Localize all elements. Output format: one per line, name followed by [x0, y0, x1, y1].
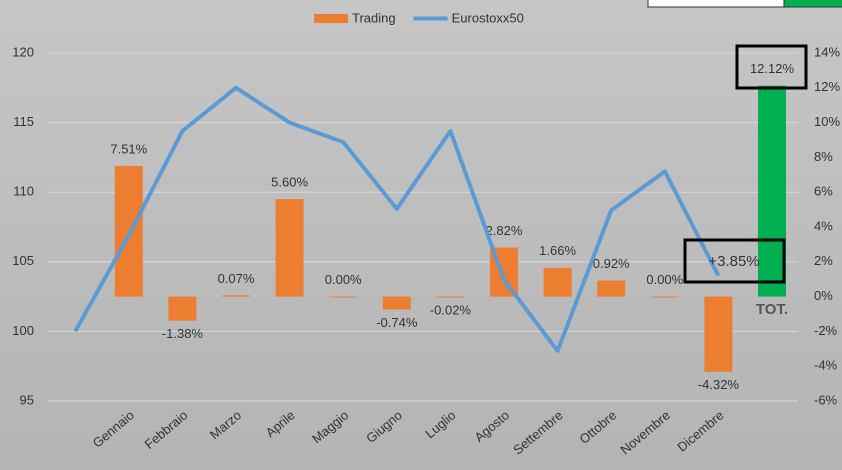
bar	[758, 85, 786, 297]
legend-label: Eurostoxx50	[452, 10, 524, 25]
y-tick-label: 120	[12, 44, 34, 59]
legend-swatch	[314, 14, 348, 23]
y2-tick-label: 10%	[814, 114, 840, 129]
y2-tick-label: 4%	[814, 218, 833, 233]
y2-tick-label: 8%	[814, 149, 833, 164]
data-label: 2.82%	[486, 223, 523, 238]
corner-box	[647, 0, 785, 8]
bar	[275, 199, 304, 297]
bar	[222, 295, 250, 297]
data-label: 0.00%	[325, 272, 362, 287]
data-label: -1.38%	[162, 326, 204, 341]
annotation: +3.85%	[708, 253, 759, 270]
data-label: -4.32%	[698, 377, 740, 392]
x-tick-label: TOT.	[756, 301, 788, 318]
data-label: 1.66%	[539, 243, 576, 258]
y-tick-label: 95	[20, 392, 34, 407]
highlight-box	[683, 238, 786, 284]
y2-tick-label: -6%	[814, 392, 838, 407]
bar	[436, 296, 465, 298]
legend-label: Trading	[352, 10, 396, 25]
y-tick-label: 105	[12, 253, 34, 268]
data-label: -0.02%	[430, 302, 472, 317]
bar	[704, 296, 733, 372]
data-label: 12.12%	[750, 61, 795, 76]
y2-tick-label: 0%	[814, 288, 833, 303]
bar	[329, 296, 358, 298]
highlight-box	[735, 44, 808, 90]
data-label: 0.00%	[646, 272, 683, 287]
data-label: 7.51%	[110, 141, 147, 156]
y2-tick-label: 12%	[814, 79, 840, 94]
y2-tick-label: 2%	[814, 253, 833, 268]
bar	[543, 267, 572, 297]
data-label: 0.07%	[218, 271, 255, 286]
line	[73, 85, 721, 353]
data-label: 0.92%	[593, 256, 630, 271]
y-tick-label: 110	[13, 184, 34, 199]
data-label: 5.60%	[271, 175, 308, 190]
y2-tick-label: 6%	[814, 184, 833, 199]
y2-tick-label: -2%	[814, 323, 838, 338]
bar	[168, 296, 197, 321]
y-tick-label: 115	[13, 114, 34, 129]
y2-tick-label: -4%	[814, 358, 838, 373]
bar	[650, 296, 679, 298]
y2-tick-label: 14%	[814, 44, 840, 59]
bar	[382, 296, 411, 310]
corner-box	[783, 0, 842, 8]
bar	[597, 280, 626, 297]
y-tick-label: 100	[12, 323, 34, 338]
data-label: -0.74%	[376, 315, 418, 330]
